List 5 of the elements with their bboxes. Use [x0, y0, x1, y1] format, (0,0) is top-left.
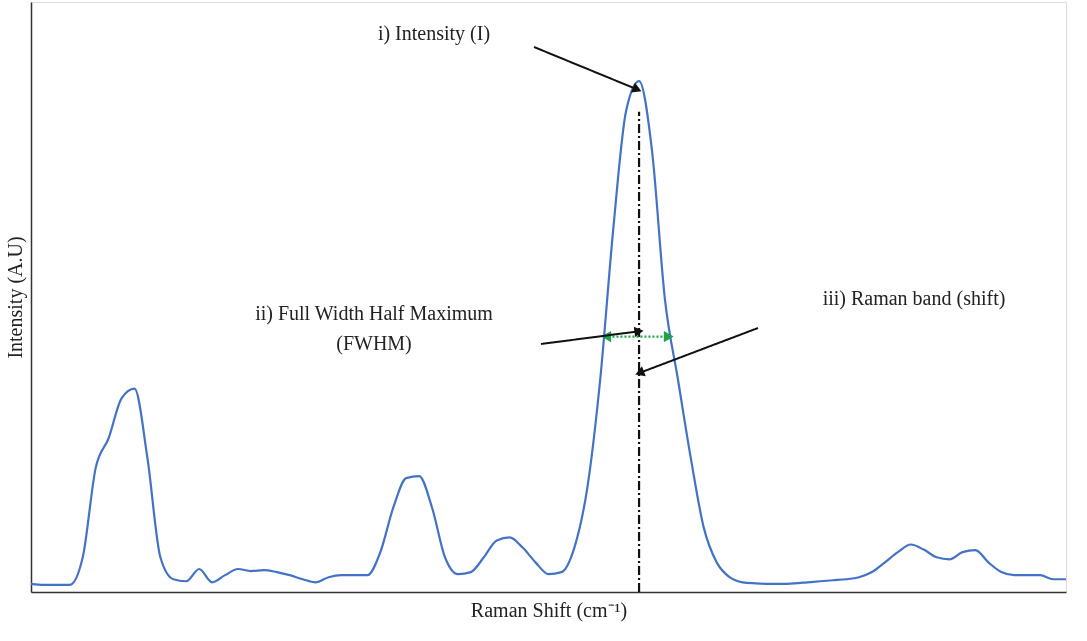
annotation: iii) Raman band (shift)	[822, 287, 1006, 310]
y-axis-title: Intensity (A.U)	[3, 236, 27, 359]
text: i) Intensity (I)	[377, 22, 491, 45]
annotation: ii) Full Width Half Maximum (FWHM)	[255, 302, 494, 355]
x-axis-title: Raman Shift (cm⁻¹)	[470, 598, 628, 622]
